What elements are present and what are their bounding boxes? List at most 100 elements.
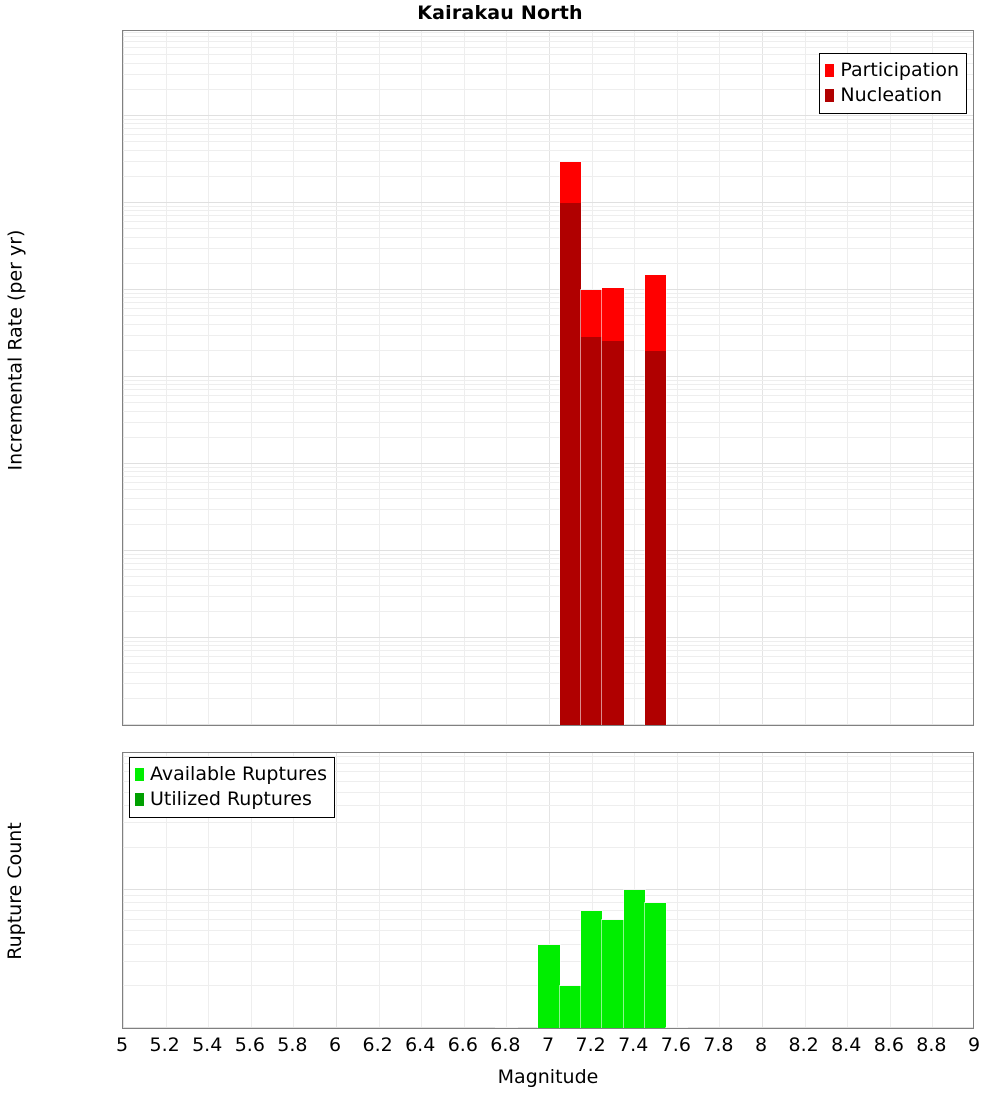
gridline-vertical: [208, 31, 210, 725]
gridline-vertical: [208, 753, 210, 1028]
gridline-horizontal: [123, 141, 973, 143]
bar: [622, 888, 646, 1028]
gridline-horizontal: [123, 846, 973, 848]
gridline-horizontal: [123, 894, 973, 896]
gridline-horizontal: [123, 118, 973, 120]
gridline-horizontal: [123, 308, 973, 310]
gridline-horizontal: [123, 236, 973, 238]
x-axis-tick-label: 5.8: [277, 1034, 308, 1056]
gridline-horizontal: [123, 160, 973, 162]
gridline-horizontal: [123, 558, 973, 560]
gridline-horizontal: [123, 595, 973, 597]
gridline-horizontal: [123, 228, 973, 230]
gridline-horizontal: [123, 376, 973, 377]
gridline-horizontal: [123, 943, 973, 945]
top-y-axis-title: Incremental Rate (per yr): [0, 0, 30, 700]
legend-label: Participation: [840, 59, 959, 81]
gridline-horizontal: [123, 610, 973, 612]
gridline-horizontal: [123, 930, 973, 932]
gridline-horizontal: [123, 31, 973, 33]
gridline-horizontal: [123, 302, 973, 304]
gridline-horizontal: [123, 671, 973, 673]
gridline-vertical: [506, 753, 508, 1028]
x-axis-tick-label: 5.4: [192, 1034, 223, 1056]
gridline-vertical: [293, 31, 295, 725]
top-y-axis-title-text: Incremental Rate (per yr): [4, 229, 27, 471]
bar: [579, 289, 604, 725]
x-axis-tick-label: 9: [967, 1034, 981, 1056]
gridline-horizontal: [123, 41, 973, 43]
gridline-vertical: [549, 31, 550, 725]
gridline-horizontal: [123, 697, 973, 699]
gridline-horizontal: [123, 663, 973, 665]
gridline-horizontal: [123, 149, 973, 151]
gridline-vertical: [549, 753, 550, 1028]
bar: [601, 919, 625, 1028]
gridline-horizontal: [123, 215, 973, 217]
gridline-horizontal: [123, 36, 973, 38]
gridline-horizontal: [123, 463, 973, 464]
gridline-horizontal: [123, 584, 973, 586]
utilized-ruptures-swatch-icon: [135, 793, 144, 806]
gridline-horizontal: [123, 576, 973, 578]
gridline-horizontal: [123, 523, 973, 525]
gridline-horizontal: [123, 289, 973, 290]
gridline-horizontal: [123, 656, 973, 658]
legend-label: Utilized Ruptures: [150, 788, 312, 810]
bar: [537, 943, 561, 1028]
bar-inner-segment: [559, 203, 581, 725]
legend-rupture-count: Available Ruptures Utilized Ruptures: [129, 757, 335, 818]
gridline-horizontal: [123, 822, 973, 824]
gridline-horizontal: [123, 909, 973, 911]
legend-item[interactable]: Utilized Ruptures: [135, 787, 327, 812]
bar-inner-segment: [602, 340, 624, 725]
gridline-horizontal: [123, 115, 973, 116]
legend-item[interactable]: Participation: [825, 58, 959, 83]
gridline-horizontal: [123, 175, 973, 177]
gridline-horizontal: [123, 297, 973, 299]
gridline-horizontal: [123, 569, 973, 571]
legend-item[interactable]: Nucleation: [825, 83, 959, 108]
gridline-horizontal: [123, 334, 973, 336]
gridline-horizontal: [123, 791, 973, 793]
gridline-horizontal: [123, 482, 973, 484]
gridline-horizontal: [123, 640, 973, 642]
gridline-vertical: [336, 31, 337, 725]
bar-inner-segment: [580, 336, 603, 725]
nucleation-swatch-icon: [825, 89, 835, 102]
gridline-horizontal: [123, 650, 973, 652]
gridline-horizontal: [123, 395, 973, 397]
legend-label: Available Ruptures: [150, 763, 327, 785]
bar: [643, 901, 668, 1028]
x-axis-tick-label: 6.8: [490, 1034, 521, 1056]
gridline-horizontal: [123, 134, 973, 136]
gridline-horizontal: [123, 436, 973, 438]
gridline-horizontal: [123, 73, 973, 75]
gridline-horizontal: [123, 247, 973, 249]
gridline-horizontal: [123, 888, 973, 890]
gridline-vertical: [378, 31, 380, 725]
gridline-horizontal: [123, 780, 973, 782]
gridline-horizontal: [123, 262, 973, 264]
x-axis-tick-label: 7.2: [575, 1034, 606, 1056]
gridline-horizontal: [123, 379, 973, 381]
gridline-vertical: [378, 753, 380, 1028]
x-axis-tick-label: 5.6: [234, 1034, 265, 1056]
gridline-vertical: [762, 31, 763, 725]
rupture-count-plot: Available Ruptures Utilized Ruptures: [122, 752, 974, 1029]
x-axis-tick-label: 6: [328, 1034, 342, 1056]
gridline-vertical: [506, 31, 508, 725]
gridline-vertical: [804, 753, 806, 1028]
bar: [601, 287, 625, 725]
gridline-vertical: [719, 31, 721, 725]
gridline-vertical: [634, 31, 636, 725]
gridline-horizontal: [123, 421, 973, 423]
gridline-horizontal: [123, 466, 973, 468]
bar: [558, 985, 582, 1028]
legend-item[interactable]: Available Ruptures: [135, 762, 327, 787]
x-axis-tick-label: 6.6: [447, 1034, 478, 1056]
bar: [643, 273, 668, 725]
legend-incremental-rate: Participation Nucleation: [819, 53, 967, 114]
gridline-horizontal: [123, 553, 973, 555]
gridline-horizontal: [123, 384, 973, 386]
